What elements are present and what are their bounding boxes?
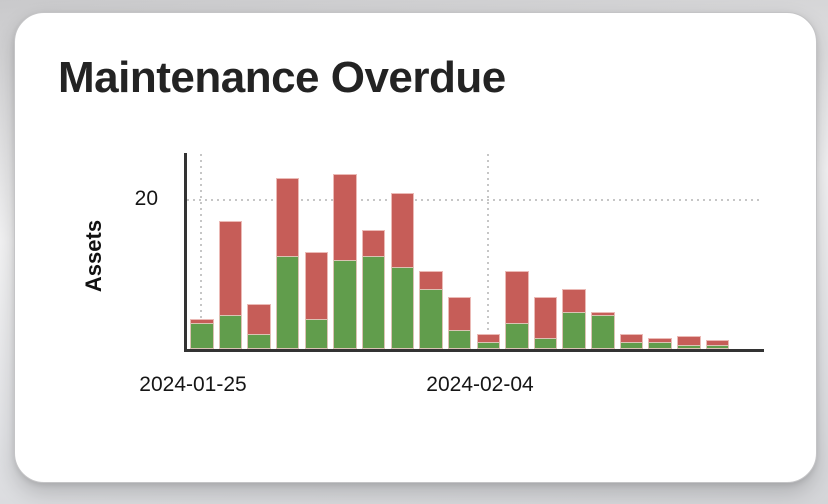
bar-2024-02-09: [619, 334, 644, 349]
bar-2024-02-07: [562, 289, 586, 349]
bar-segment-green: [190, 322, 214, 349]
bar-2024-01-29: [304, 252, 329, 349]
x-tick-2024-02-04: 2024-02-04: [426, 373, 534, 396]
bar-segment-red: [333, 173, 357, 260]
bar-2024-01-30: [333, 173, 357, 349]
bar-2024-02-03: [447, 296, 472, 349]
bar-2024-01-28: [275, 177, 300, 349]
y-tick-20: 20: [134, 187, 158, 210]
bar-segment-green: [705, 345, 730, 349]
bar-segment-red: [275, 177, 300, 256]
bar-segment-green: [247, 334, 271, 349]
bar-segment-red: [419, 270, 443, 290]
chart-title: Maintenance Overdue: [58, 53, 506, 102]
bar-segment-green: [677, 345, 701, 349]
bar-segment-red: [591, 311, 615, 316]
bar-segment-green: [275, 255, 300, 349]
bar-2024-02-12: [705, 339, 730, 349]
gridline-x-2024-01-25: [200, 154, 202, 350]
bar-segment-red: [218, 220, 243, 316]
gridline-y-20: [187, 199, 763, 201]
bar-2024-02-06: [533, 296, 558, 349]
bar-segment-green: [304, 319, 329, 349]
bar-segment-red: [304, 252, 329, 320]
bar-segment-green: [562, 311, 586, 349]
bar-segment-red: [447, 296, 472, 331]
bar-segment-red: [648, 337, 672, 342]
bar-segment-red: [562, 289, 586, 312]
bar-segment-red: [190, 319, 214, 323]
x-axis-line: [184, 349, 764, 352]
bar-segment-red: [390, 192, 415, 268]
bar-segment-red: [247, 304, 271, 335]
bar-2024-01-26: [218, 220, 243, 349]
plot-area: [186, 154, 761, 349]
bar-segment-green: [361, 255, 386, 349]
bar-segment-green: [218, 315, 243, 349]
bar-segment-green: [505, 322, 529, 349]
bar-segment-red: [619, 334, 644, 342]
bar-segment-green: [533, 337, 558, 349]
gridline-x-2024-02-04: [487, 154, 489, 350]
bar-2024-01-25: [190, 319, 214, 349]
bar-2024-02-08: [591, 311, 615, 349]
bar-2024-02-04: [476, 334, 500, 349]
maintenance-overdue-card: Maintenance Overdue 20 Assets 2024-01-25…: [14, 12, 817, 483]
bar-2024-02-11: [677, 335, 701, 349]
bar-segment-green: [619, 341, 644, 349]
bar-segment-red: [361, 229, 386, 256]
bar-segment-green: [390, 267, 415, 349]
bar-segment-red: [705, 339, 730, 346]
bar-segment-red: [533, 296, 558, 338]
bar-segment-green: [419, 289, 443, 349]
bar-segment-green: [447, 330, 472, 349]
y-axis-title: Assets: [81, 219, 106, 293]
bar-segment-green: [648, 341, 672, 349]
bar-segment-red: [505, 270, 529, 323]
bar-segment-red: [476, 334, 500, 342]
bar-2024-01-31: [361, 229, 386, 349]
bar-2024-02-01: [390, 192, 415, 349]
y-axis-line: [184, 153, 187, 352]
bar-segment-red: [677, 335, 701, 346]
bar-segment-green: [476, 341, 500, 349]
bar-2024-02-05: [505, 270, 529, 349]
bar-segment-green: [333, 259, 357, 349]
bar-2024-01-27: [247, 304, 271, 349]
bar-2024-02-10: [648, 337, 672, 349]
x-tick-2024-01-25: 2024-01-25: [139, 373, 247, 396]
bar-2024-02-02: [419, 270, 443, 349]
bar-segment-green: [591, 315, 615, 349]
